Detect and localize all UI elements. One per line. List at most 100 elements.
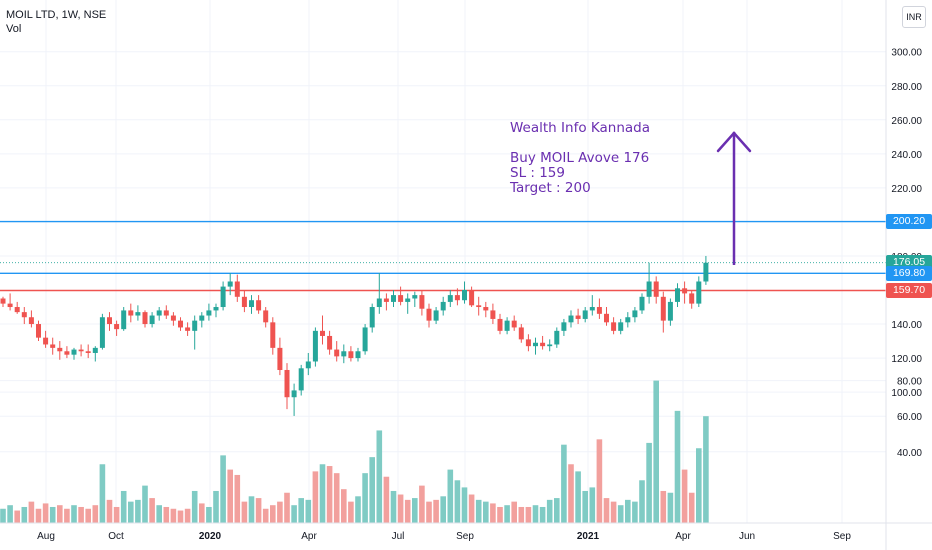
candle-body — [525, 339, 531, 347]
volume-bar — [255, 498, 262, 523]
price-label: 200.20 — [886, 214, 932, 230]
volume-bar — [191, 490, 198, 523]
volume-bar — [85, 508, 91, 523]
volume-bar — [113, 506, 120, 523]
volume-bar — [440, 496, 446, 523]
volume-bar — [497, 506, 503, 523]
volume-bar — [475, 499, 482, 523]
candle-body — [341, 351, 347, 357]
volume-bar — [177, 510, 184, 523]
candle-body — [0, 298, 6, 304]
candle-body — [518, 327, 524, 340]
volume-bar — [348, 501, 354, 523]
y-tick-label: 60.00 — [897, 412, 922, 423]
volume-bar — [49, 506, 56, 523]
volume-bar — [596, 439, 603, 523]
candle-body — [7, 303, 13, 308]
candle-body — [36, 324, 41, 338]
y-tick-label: 220.00 — [891, 184, 922, 195]
candle-body — [149, 315, 155, 325]
candle-body — [604, 313, 609, 323]
candle-body — [660, 296, 666, 321]
volume-bar — [64, 508, 70, 523]
volume-bar — [135, 499, 141, 523]
volume-bar — [660, 490, 667, 523]
target-arrow — [716, 131, 752, 265]
volume-bar — [71, 505, 77, 523]
volume-bar — [0, 508, 6, 523]
volume-bar — [617, 505, 624, 523]
volume-bar — [376, 430, 383, 523]
currency-button[interactable]: INR — [902, 6, 926, 28]
volume-bar — [7, 505, 13, 523]
x-tick-label: Sep — [833, 531, 851, 542]
candle-body — [213, 307, 219, 311]
volume-bar — [653, 380, 659, 523]
y-tick-label: 260.00 — [891, 116, 922, 127]
candle-body — [291, 390, 297, 398]
candle-body — [596, 307, 602, 314]
candle-body — [71, 349, 77, 355]
candle-body — [50, 344, 56, 348]
candle-body — [511, 320, 517, 328]
candle-body — [199, 315, 205, 321]
x-tick-label: Aug — [37, 531, 55, 542]
candle-body — [99, 317, 105, 348]
candle-body — [284, 369, 290, 398]
volume-bar — [397, 494, 404, 523]
candle-body — [135, 312, 141, 316]
volume-bar — [170, 508, 177, 523]
volume-bar — [490, 503, 496, 523]
candle-body — [277, 347, 283, 370]
volume-bar — [461, 487, 468, 523]
candle-body — [419, 295, 425, 309]
candle-body — [469, 290, 475, 306]
volume-bar — [696, 448, 702, 523]
candle-body — [582, 310, 588, 319]
candle-body — [142, 312, 148, 325]
candle-body — [355, 351, 361, 359]
volume-bar — [539, 506, 546, 523]
volume-bar — [575, 471, 581, 523]
volume-bar — [14, 510, 20, 523]
volume-bar — [326, 466, 333, 523]
volume-bar — [625, 499, 631, 523]
candle-body — [114, 324, 120, 330]
x-tick-label: Apr — [301, 531, 317, 542]
volume-bar — [667, 492, 674, 523]
volume-bar — [149, 498, 155, 523]
y-tick-label: 80.00 — [897, 377, 922, 388]
y-tick-label: 140.00 — [891, 320, 922, 331]
candle-body — [220, 286, 226, 308]
candle-body — [78, 349, 84, 352]
volume-bar — [298, 498, 304, 523]
candle-body — [369, 307, 375, 328]
candle-body — [682, 288, 688, 294]
volume-bar — [504, 505, 510, 523]
candle-body — [575, 315, 581, 319]
volume-bar — [561, 444, 567, 523]
volume-bar — [120, 490, 127, 523]
volume-bar — [468, 494, 475, 523]
candle-body — [405, 298, 411, 302]
candle-body — [547, 344, 553, 347]
volume-bar — [142, 485, 148, 523]
volume-bar — [681, 469, 688, 523]
x-tick-label: Jun — [739, 531, 755, 542]
annotation-sl: SL : 159 — [510, 165, 565, 181]
volume-bar — [106, 499, 113, 523]
volume-bar — [639, 480, 645, 523]
volume-bar — [518, 506, 525, 523]
candle-body — [497, 318, 503, 331]
candle-body — [554, 330, 560, 345]
volume-bar — [674, 410, 681, 523]
candle-body — [156, 310, 162, 316]
price-label: 159.70 — [886, 283, 932, 298]
volume-bar — [291, 505, 297, 523]
volume-bar — [369, 457, 375, 523]
y-tick-label: 40.00 — [897, 448, 922, 459]
x-tick-label: Apr — [675, 531, 691, 542]
candle-body — [348, 351, 354, 359]
